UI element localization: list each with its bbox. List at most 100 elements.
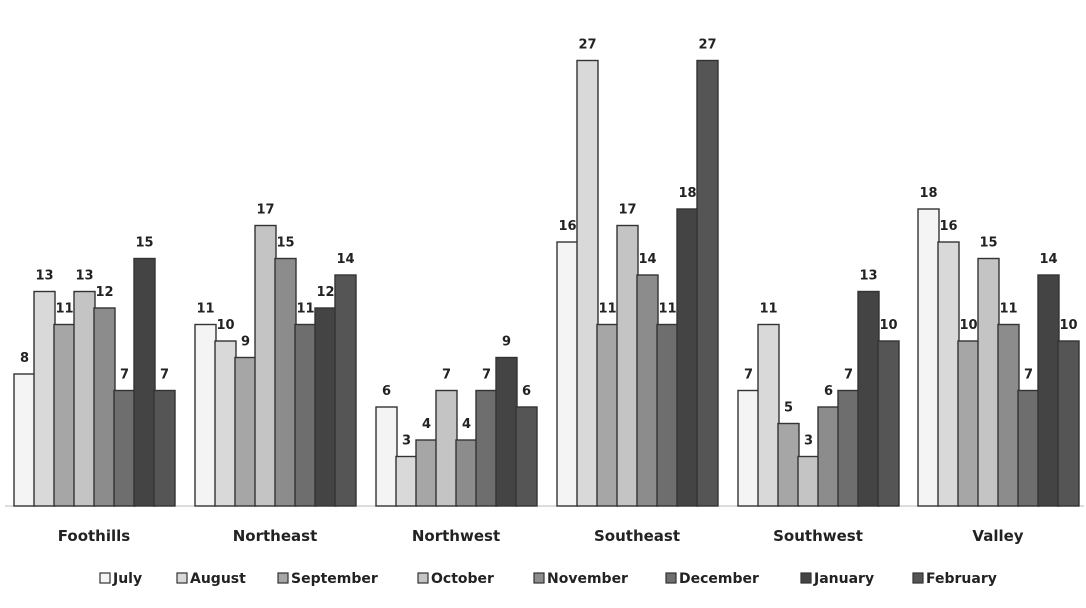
value-label-foothills-september: 11 <box>55 302 73 317</box>
bar-northwest-january <box>495 356 518 507</box>
bar-valley-february <box>1057 340 1080 507</box>
bar-foothills-january <box>133 257 156 507</box>
bar-foothills-october <box>73 290 96 507</box>
bar-southwest-january <box>857 290 880 507</box>
value-label-southeast-february: 27 <box>698 38 716 53</box>
bar-northeast-august <box>214 340 237 507</box>
category-label-southeast: Southeast <box>594 527 680 545</box>
value-label-valley-january: 14 <box>1039 252 1057 267</box>
category-label-northeast: Northeast <box>233 527 318 545</box>
bar-foothills-december <box>113 389 136 507</box>
category-label-valley: Valley <box>972 527 1023 545</box>
value-label-northwest-august: 3 <box>402 434 411 449</box>
bar-northwest-september <box>415 439 438 507</box>
value-label-northeast-january: 12 <box>316 285 334 300</box>
value-label-foothills-december: 7 <box>120 368 129 383</box>
bar-northwest-december <box>475 389 498 507</box>
legend-label-january: January <box>813 571 874 587</box>
legend-swatch-july <box>99 572 111 584</box>
value-label-northwest-november: 4 <box>462 417 471 432</box>
value-label-southwest-september: 5 <box>784 401 793 416</box>
value-label-southwest-november: 6 <box>824 384 833 399</box>
legend-swatch-november <box>533 572 545 584</box>
bar-southeast-september <box>596 323 619 507</box>
legend-label-february: February <box>926 571 997 587</box>
bar-southeast-november <box>636 274 659 507</box>
value-label-northwest-december: 7 <box>482 368 491 383</box>
bar-southeast-january <box>676 208 699 507</box>
legend-swatch-august <box>176 572 188 584</box>
value-label-northeast-december: 11 <box>296 302 314 317</box>
legend: July August September October November Decemb… <box>99 571 997 587</box>
value-label-valley-october: 15 <box>979 236 997 251</box>
value-label-northeast-october: 17 <box>256 203 274 218</box>
value-label-northeast-july: 11 <box>196 302 214 317</box>
bar-northeast-july <box>194 323 217 507</box>
bar-southeast-october <box>616 224 639 507</box>
bar-northwest-october <box>435 389 458 507</box>
bar-southeast-february <box>696 59 719 507</box>
value-label-valley-september: 10 <box>959 318 977 333</box>
value-label-northwest-january: 9 <box>502 335 511 350</box>
bar-southeast-july <box>556 241 579 507</box>
value-label-valley-july: 18 <box>919 186 937 201</box>
value-label-foothills-july: 8 <box>20 351 29 366</box>
bar-valley-november <box>997 323 1020 507</box>
bar-northeast-february <box>334 274 357 507</box>
legend-label-december: December <box>679 571 759 587</box>
bar-southwest-august <box>757 323 780 507</box>
value-label-northwest-july: 6 <box>382 384 391 399</box>
bar-northwest-november <box>455 439 478 507</box>
value-label-valley-february: 10 <box>1059 318 1077 333</box>
bar-northeast-october <box>254 224 277 507</box>
bar-northeast-november <box>274 257 297 507</box>
value-label-southwest-august: 11 <box>759 302 777 317</box>
value-label-northeast-february: 14 <box>336 252 354 267</box>
bar-foothills-february <box>153 389 176 507</box>
bar-valley-august <box>937 241 960 507</box>
value-label-southeast-september: 11 <box>598 302 616 317</box>
bar-northeast-december <box>294 323 317 507</box>
bar-foothills-november <box>93 307 116 507</box>
bar-southeast-december <box>656 323 679 507</box>
value-label-southwest-july: 7 <box>744 368 753 383</box>
bars-layer <box>13 59 1080 507</box>
bar-valley-october <box>977 257 1000 507</box>
bar-northwest-february <box>515 406 538 507</box>
value-label-southeast-january: 18 <box>678 186 696 201</box>
value-label-northwest-september: 4 <box>422 417 431 432</box>
bar-foothills-september <box>53 323 76 507</box>
value-label-southeast-july: 16 <box>558 219 576 234</box>
bar-valley-july <box>917 208 940 507</box>
value-label-southeast-august: 27 <box>578 38 596 53</box>
value-label-southwest-december: 7 <box>844 368 853 383</box>
legend-label-october: October <box>431 571 494 587</box>
bar-northeast-september <box>234 356 257 507</box>
legend-swatch-february <box>912 572 924 584</box>
category-label-northwest: Northwest <box>412 527 500 545</box>
bar-southwest-july <box>737 389 760 507</box>
bar-valley-september <box>957 340 980 507</box>
value-label-foothills-august: 13 <box>35 269 53 284</box>
legend-swatch-january <box>800 572 812 584</box>
value-label-southeast-october: 17 <box>618 203 636 218</box>
value-label-foothills-october: 13 <box>75 269 93 284</box>
bar-valley-january <box>1037 274 1060 507</box>
bar-foothills-july <box>13 373 36 507</box>
bar-southwest-november <box>817 406 840 507</box>
bar-southwest-february <box>877 340 900 507</box>
bar-southwest-october <box>797 455 820 507</box>
value-labels-layer: 8131113127157111091715111214634747961627… <box>20 38 1078 449</box>
value-label-southwest-february: 10 <box>879 318 897 333</box>
bar-northwest-august <box>395 455 418 507</box>
legend-swatch-october <box>417 572 429 584</box>
value-label-southwest-january: 13 <box>859 269 877 284</box>
bar-foothills-august <box>33 290 56 507</box>
value-label-northwest-february: 6 <box>522 384 531 399</box>
legend-label-september: September <box>291 571 378 587</box>
value-label-southeast-november: 14 <box>638 252 656 267</box>
value-label-foothills-november: 12 <box>95 285 113 300</box>
value-label-valley-december: 7 <box>1024 368 1033 383</box>
